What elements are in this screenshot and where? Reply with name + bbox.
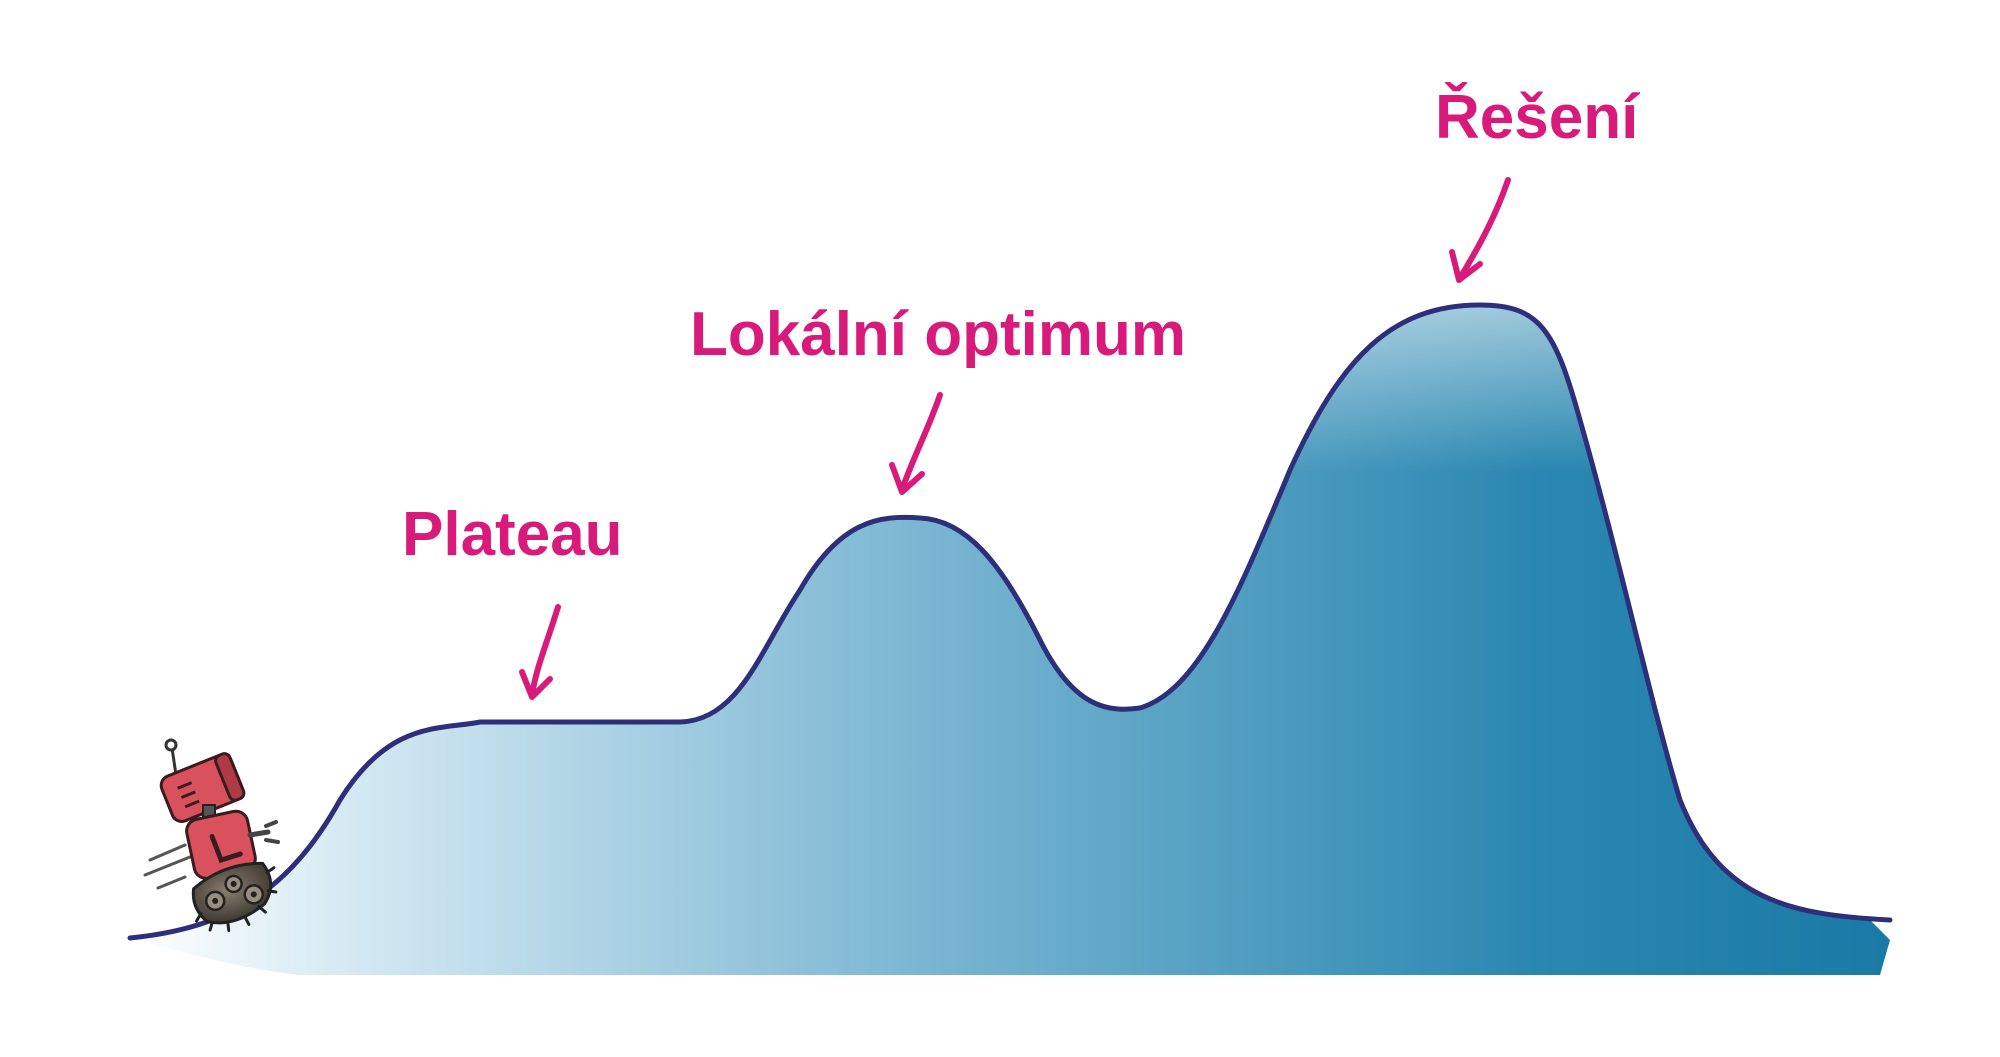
landscape-outline xyxy=(127,302,1893,941)
label-plateau: Plateau xyxy=(402,500,623,569)
label-solution: Řešení xyxy=(1435,83,1640,152)
label-local-optimum: Lokální optimum xyxy=(690,300,1186,369)
curved-arrow-icon xyxy=(889,392,943,495)
curved-arrow-icon xyxy=(1449,177,1511,283)
robot-icon xyxy=(143,738,280,933)
landscape-highlight xyxy=(340,305,1680,975)
curved-arrow-icon xyxy=(519,604,561,700)
